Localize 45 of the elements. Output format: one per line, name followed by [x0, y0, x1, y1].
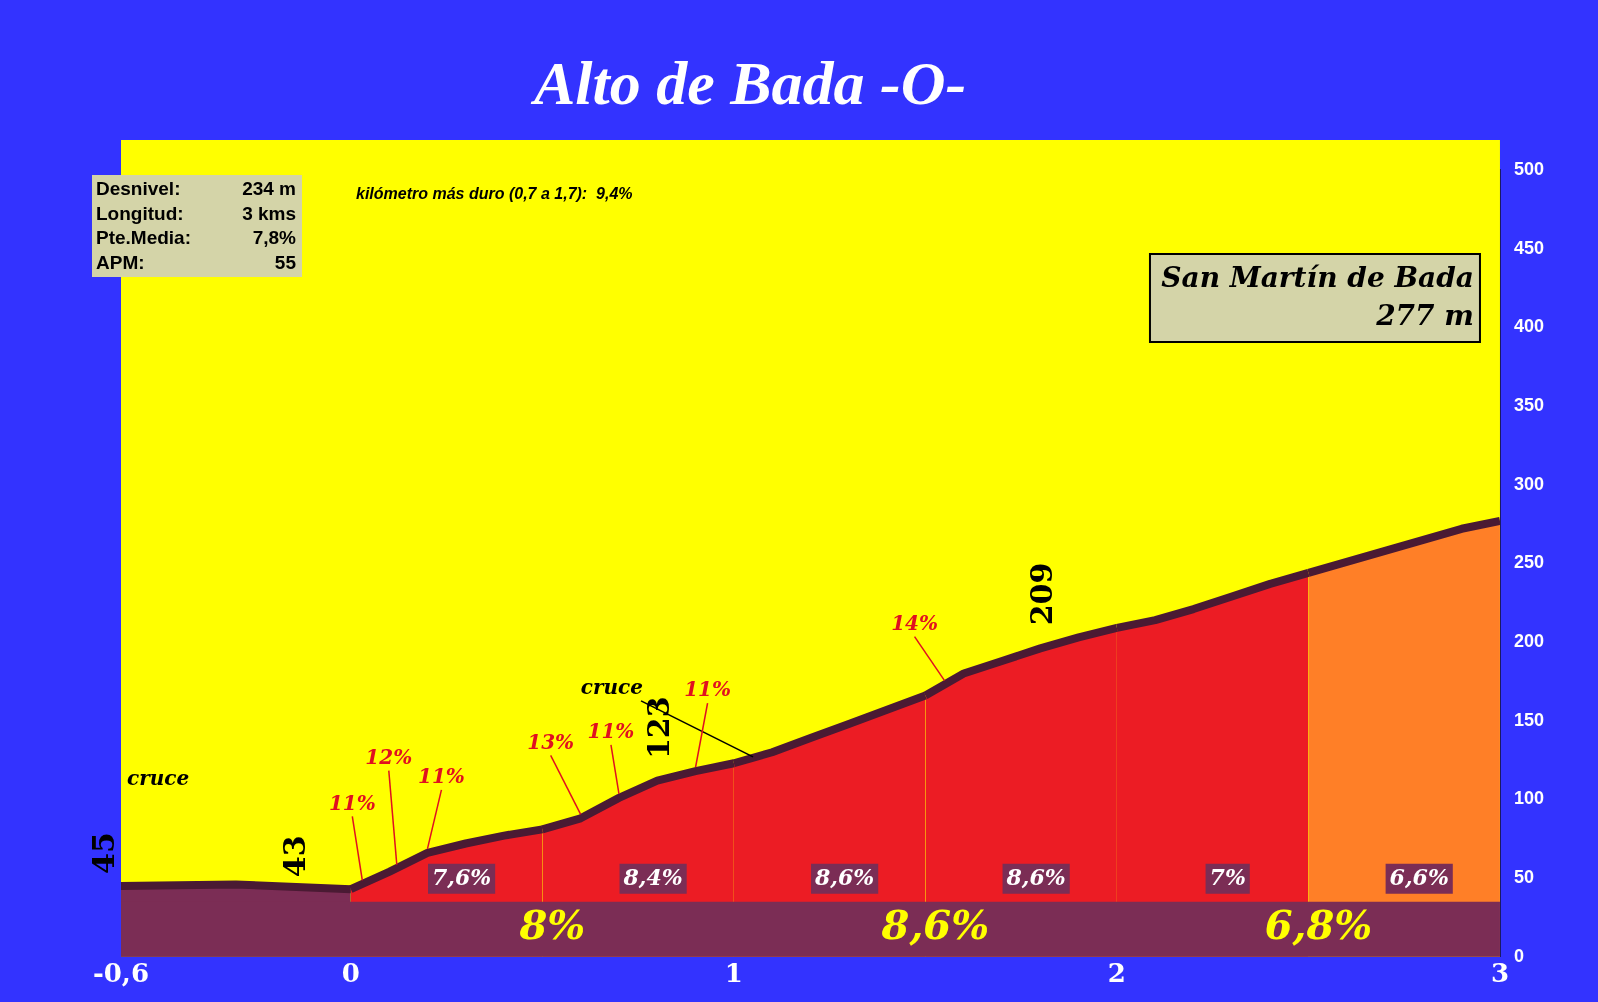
- annotation: 8,6%: [880, 901, 990, 949]
- text: APM: 55: [96, 251, 296, 273]
- annotation: 8,4%: [622, 863, 683, 890]
- annotation: 7%: [1209, 863, 1246, 890]
- annotation: 7,6%: [432, 863, 492, 890]
- annotation: 11%: [587, 719, 635, 744]
- y-tick-label: 100: [1513, 788, 1545, 809]
- annotation: 12%: [365, 744, 413, 769]
- text: Desnivel: 234 m: [96, 178, 296, 200]
- y-tick-label: 350: [1513, 395, 1545, 416]
- annotation: 8,6%: [1005, 863, 1066, 890]
- y-tick-label: 500: [1513, 158, 1545, 179]
- annotation: San Martín de Bada 277 m: [1161, 261, 1474, 333]
- annotation: 11%: [684, 677, 731, 702]
- x-tick-label: 3: [1490, 958, 1510, 989]
- annotation: kilómetro más duro (0,7 a 1,7): 9,4%: [356, 185, 633, 203]
- annotation: 45: [85, 832, 121, 874]
- annotation: 8,6%: [814, 863, 875, 890]
- annotation: 123: [641, 696, 677, 760]
- text: Pte.Media: 7,8%: [96, 227, 296, 249]
- x-tick-label: 1: [724, 958, 743, 989]
- y-tick-label: 50: [1513, 867, 1534, 888]
- text: Longitud: 3 kms: [96, 202, 296, 224]
- annotation: 8%: [518, 901, 586, 949]
- annotation: 6,6%: [1389, 863, 1449, 890]
- y-tick-label: 150: [1513, 709, 1545, 730]
- annotation: 6,8%: [1264, 901, 1373, 949]
- x-tick-label: 2: [1107, 958, 1126, 989]
- y-tick-label: 400: [1513, 316, 1545, 337]
- annotation: 11%: [328, 790, 376, 815]
- y-tick-label: 250: [1513, 552, 1545, 573]
- y-tick-label: 300: [1513, 473, 1545, 494]
- y-tick-label: 200: [1513, 631, 1545, 652]
- x-tick-label: -0,6: [92, 958, 150, 989]
- annotation: 209: [1024, 562, 1060, 626]
- chart-title: Alto de Bada -O-: [530, 48, 968, 119]
- y-tick-label: 450: [1513, 237, 1545, 258]
- annotation: 43: [277, 835, 313, 878]
- annotation: cruce: [127, 766, 190, 791]
- x-tick-label: 0: [341, 958, 360, 989]
- y-tick-label: 0: [1513, 945, 1524, 966]
- annotation: 13%: [527, 729, 575, 754]
- annotation: cruce: [580, 675, 644, 700]
- annotation: 11%: [418, 764, 465, 789]
- annotation: 14%: [891, 610, 938, 635]
